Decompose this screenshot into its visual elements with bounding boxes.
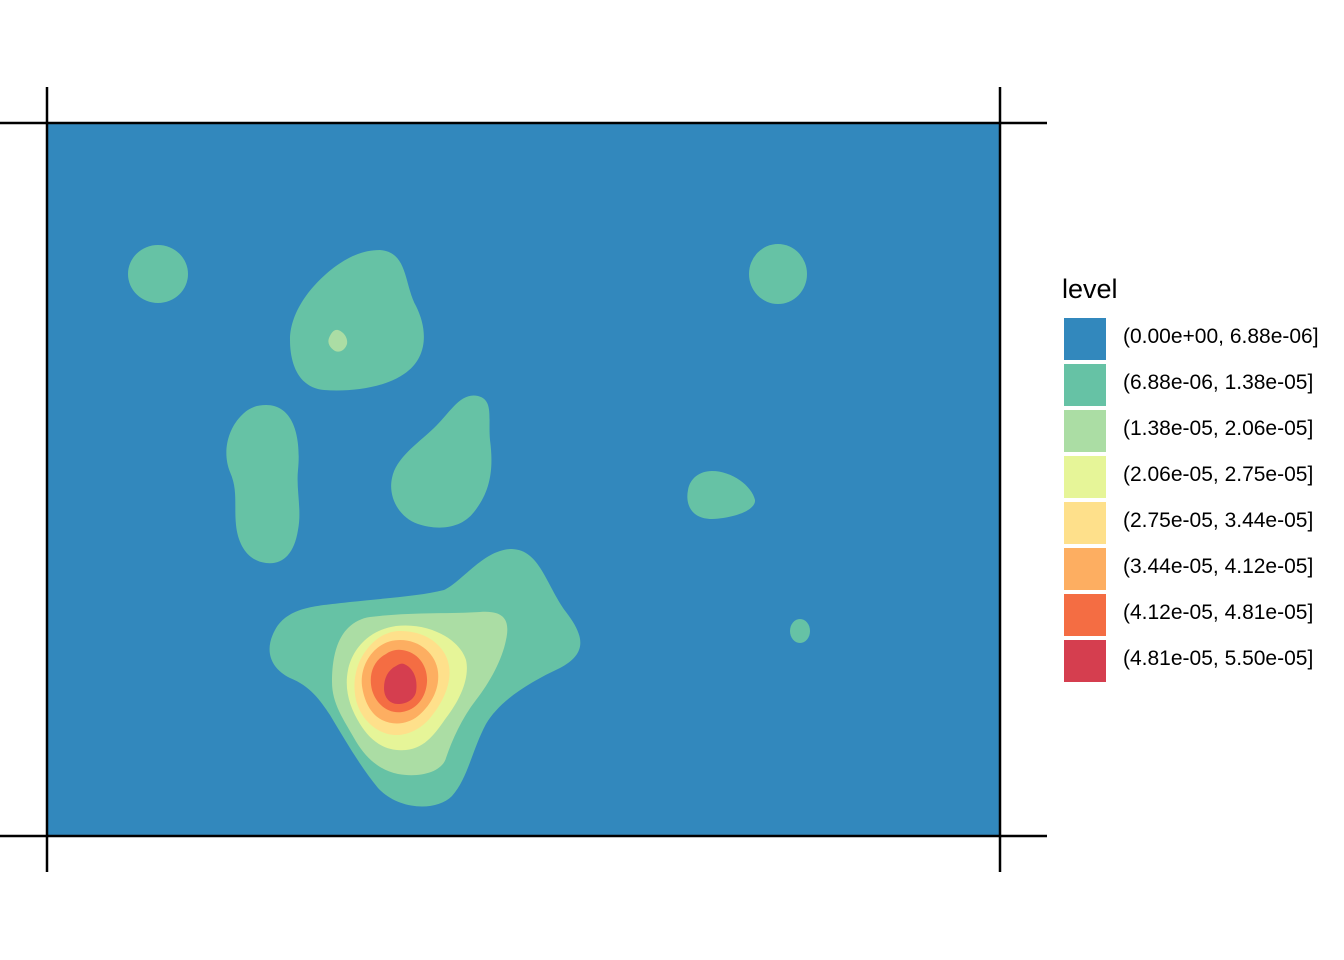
legend-label: (1.38e-05, 2.06e-05] xyxy=(1123,417,1314,440)
legend-label: (6.88e-06, 1.38e-05] xyxy=(1123,371,1314,394)
legend-swatch xyxy=(1064,364,1106,406)
legend-item: (1.38e-05, 2.06e-05] xyxy=(1062,408,1344,454)
legend-item: (2.75e-05, 3.44e-05] xyxy=(1062,500,1344,546)
contour-band-0 xyxy=(47,123,1000,836)
legend-swatch xyxy=(1064,318,1106,360)
legend-title: level xyxy=(1062,274,1118,304)
legend-item: (0.00e+00, 6.88e-06] xyxy=(1062,316,1344,362)
legend-label: (3.44e-05, 4.12e-05] xyxy=(1123,555,1314,578)
density-blob-small-right xyxy=(790,619,810,643)
legend-label: (2.75e-05, 3.44e-05] xyxy=(1123,509,1314,532)
contour-band-7-peak xyxy=(384,663,417,704)
frame-ticks xyxy=(0,87,1047,872)
legend: level (0.00e+00, 6.88e-06] (6.88e-06, 1.3… xyxy=(1062,272,1344,684)
legend-items: (0.00e+00, 6.88e-06] (6.88e-06, 1.38e-05]… xyxy=(1062,316,1344,684)
legend-label: (4.81e-05, 5.50e-05] xyxy=(1123,647,1314,670)
legend-label: (2.06e-05, 2.75e-05] xyxy=(1123,463,1314,486)
legend-label: (4.12e-05, 4.81e-05] xyxy=(1123,601,1314,624)
legend-item: (3.44e-05, 4.12e-05] xyxy=(1062,546,1344,592)
legend-swatch xyxy=(1064,640,1106,682)
legend-swatch xyxy=(1064,594,1106,636)
legend-swatch xyxy=(1064,410,1106,452)
density-blob-teardrop xyxy=(391,395,492,528)
density-blob-upper-center xyxy=(290,250,424,391)
legend-item: (4.81e-05, 5.50e-05] xyxy=(1062,638,1344,684)
legend-swatch xyxy=(1064,502,1106,544)
density-blob-top-left xyxy=(128,245,188,303)
density-blob-top-right xyxy=(749,244,807,304)
legend-item: (6.88e-06, 1.38e-05] xyxy=(1062,362,1344,408)
density-blob-left-middle xyxy=(226,405,300,564)
plot-frame xyxy=(45,121,1002,838)
legend-item: (2.06e-05, 2.75e-05] xyxy=(1062,454,1344,500)
density-spot-upper-center xyxy=(328,329,348,352)
legend-swatch xyxy=(1064,456,1106,498)
legend-label: (0.00e+00, 6.88e-06] xyxy=(1123,325,1319,348)
density-blob-right-middle xyxy=(687,471,756,519)
legend-item: (4.12e-05, 4.81e-05] xyxy=(1062,592,1344,638)
legend-swatch xyxy=(1064,548,1106,590)
